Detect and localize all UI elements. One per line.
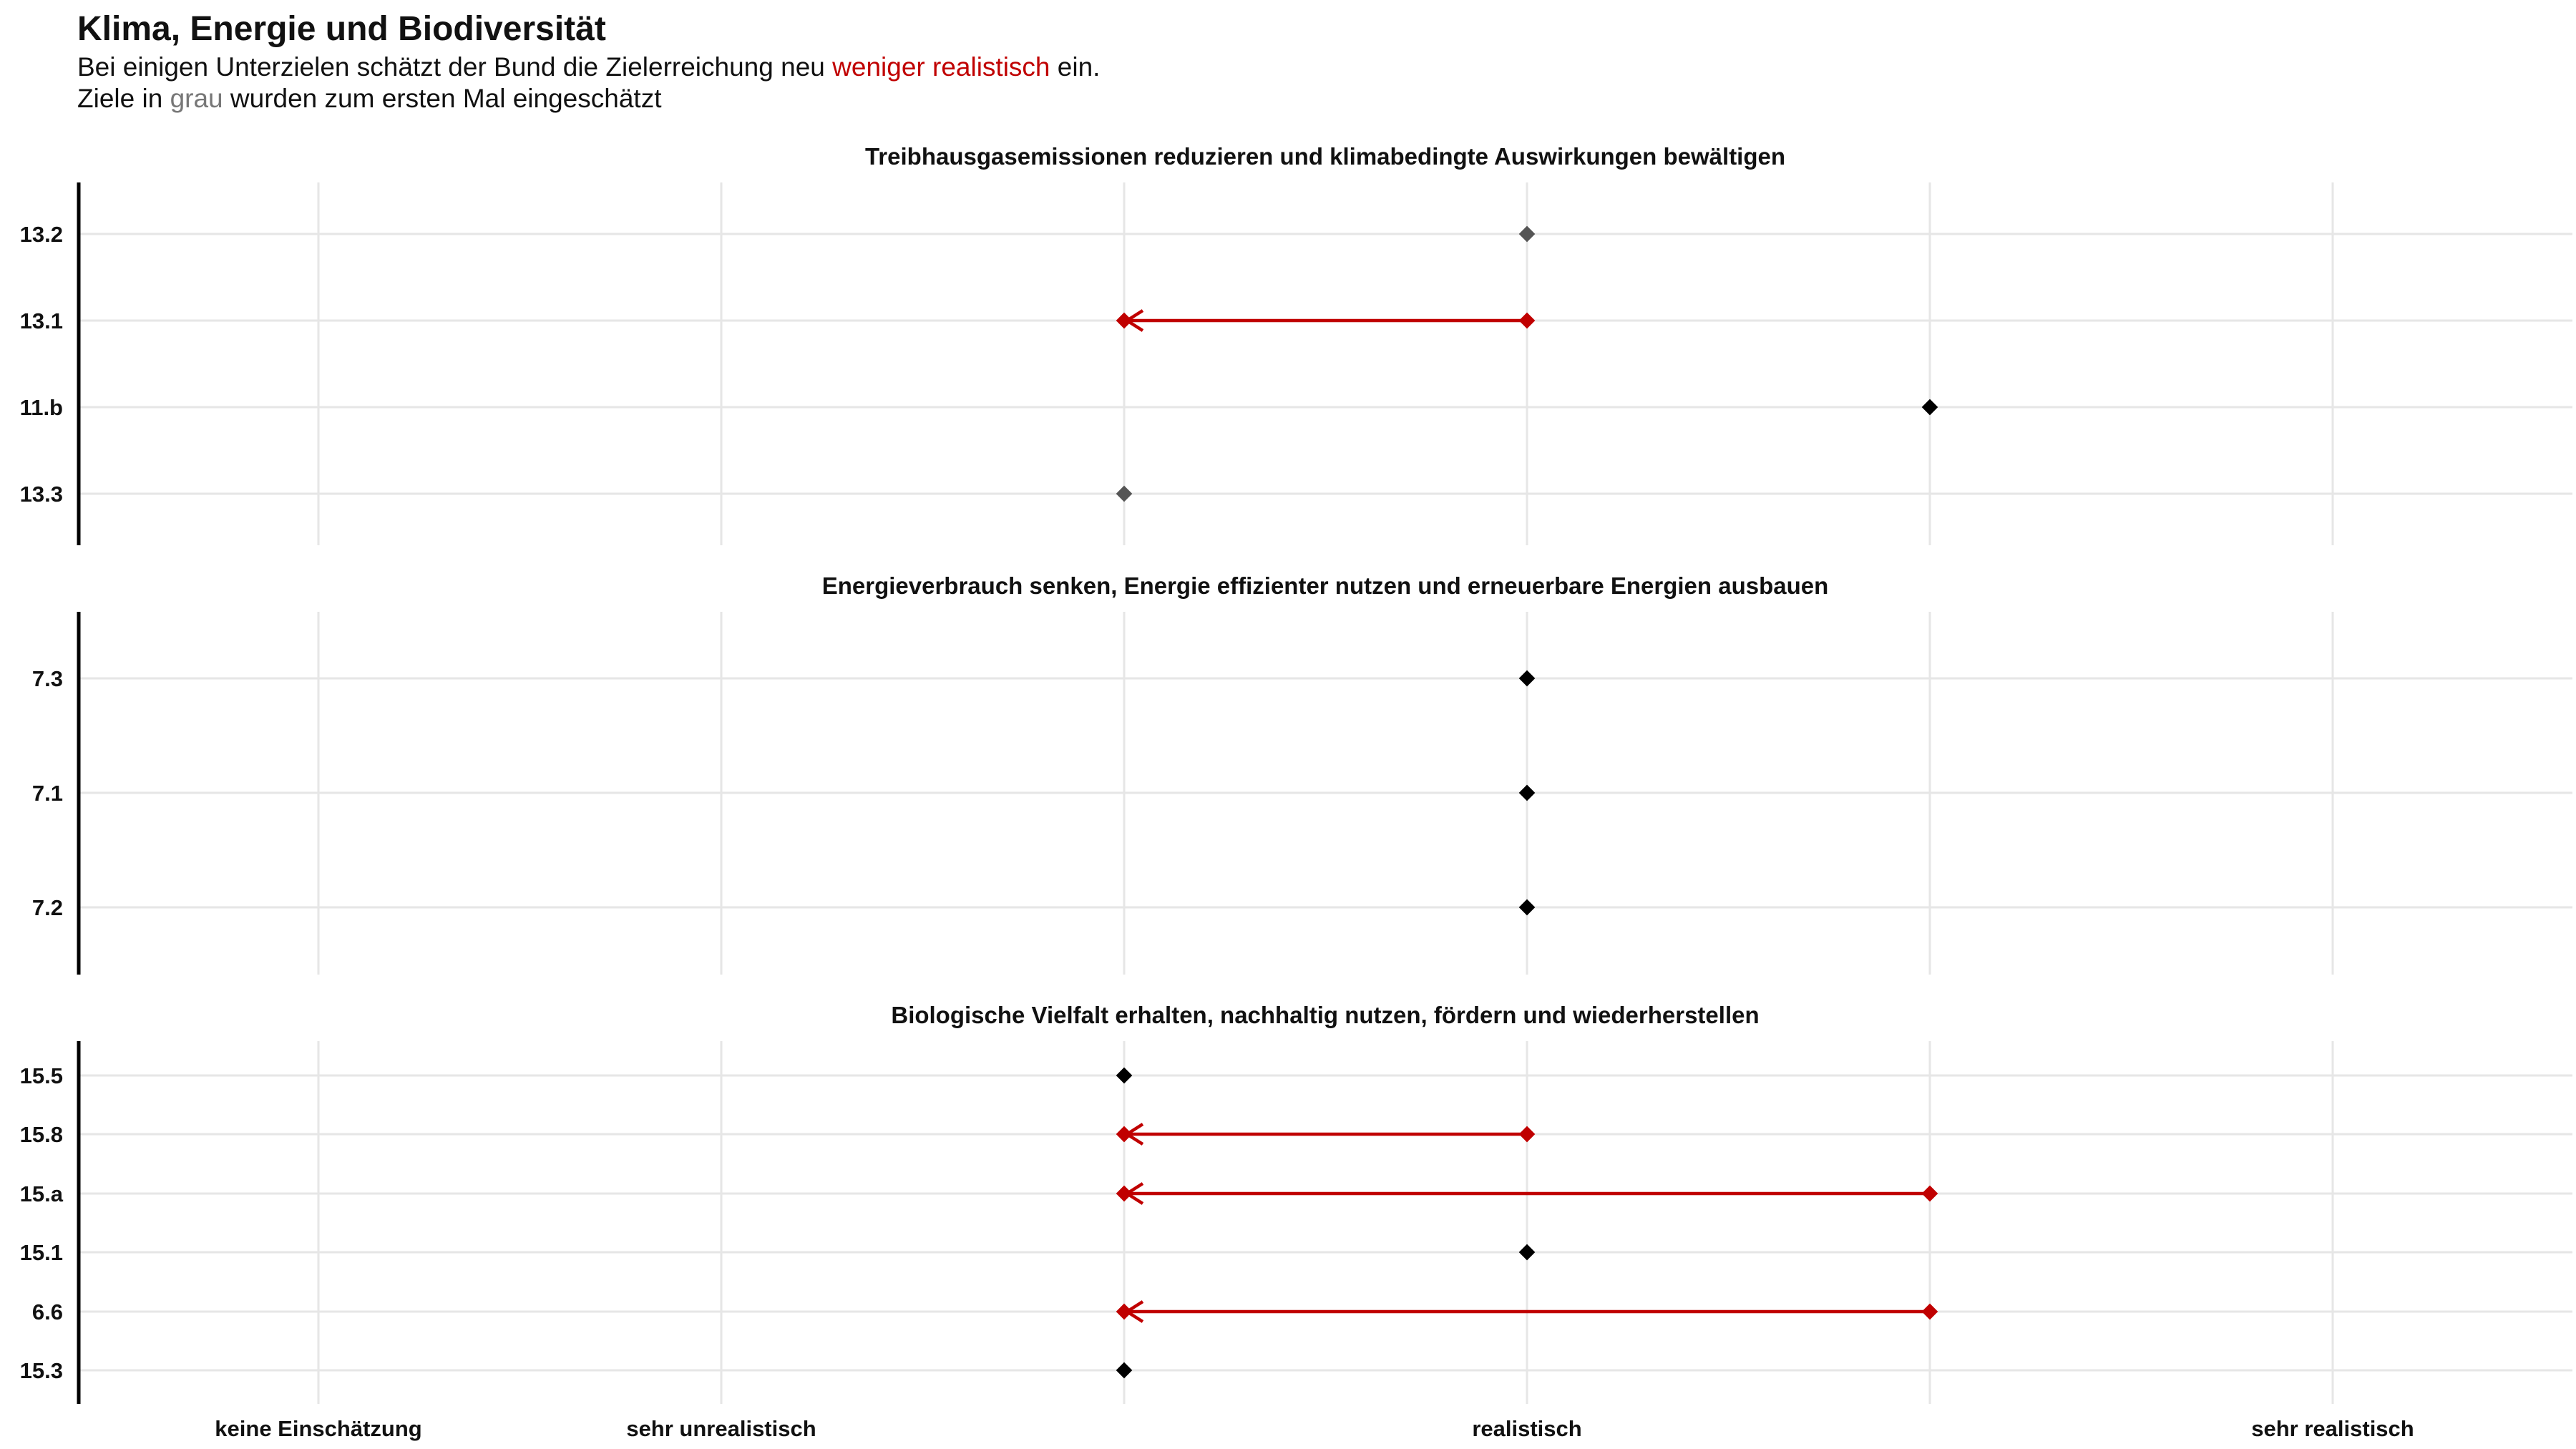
value-point	[1116, 1067, 1133, 1084]
x-tick-label: sehr realistisch	[2251, 1416, 2414, 1441]
panel-title: Energieverbrauch senken, Energie effizie…	[822, 572, 1829, 599]
row-label: 15.a	[20, 1181, 64, 1206]
value-point	[1116, 1126, 1133, 1143]
row-label: 15.1	[20, 1240, 63, 1265]
subtitle-2-pre: Ziele in	[77, 84, 170, 113]
value-point	[1116, 1362, 1133, 1379]
row-label: 11.b	[20, 395, 63, 420]
subtitle-2-post: wurden zum ersten Mal eingeschätzt	[223, 84, 662, 113]
previous-value-point	[1518, 1126, 1536, 1143]
value-point	[1116, 312, 1133, 329]
chart-title: Klima, Energie und Biodiversität	[77, 10, 606, 48]
panel-2: Energieverbrauch senken, Energie effizie…	[32, 572, 2572, 975]
value-point	[1518, 670, 1536, 687]
row-label: 15.5	[20, 1063, 63, 1088]
previous-value-point	[1921, 1185, 1938, 1202]
value-point	[1518, 1244, 1536, 1261]
subtitle-1-highlight: weniger realistisch	[832, 52, 1050, 82]
row-label: 13.1	[20, 308, 63, 333]
subtitle-1-pre: Bei einigen Unterzielen schätzt der Bund…	[77, 52, 833, 82]
row-label: 15.3	[20, 1358, 63, 1383]
row-label: 7.2	[32, 895, 63, 920]
value-point	[1518, 784, 1536, 801]
panel-1: Treibhausgasemissionen reduzieren und kl…	[20, 143, 2572, 545]
panel-title: Biologische Vielfalt erhalten, nachhalti…	[891, 1002, 1759, 1028]
value-point	[1116, 485, 1133, 502]
previous-value-point	[1921, 1303, 1938, 1320]
x-tick-label: realistisch	[1472, 1416, 1581, 1441]
previous-value-point	[1518, 312, 1536, 329]
row-label: 15.8	[20, 1122, 63, 1147]
subtitle-line-2: Ziele in grau wurden zum ersten Mal eing…	[77, 83, 1100, 114]
value-point	[1921, 399, 1938, 416]
x-tick-label: keine Einschätzung	[215, 1416, 421, 1441]
row-label: 13.3	[20, 482, 63, 507]
value-point	[1518, 899, 1536, 916]
row-label: 13.2	[20, 222, 63, 247]
row-label: 7.3	[32, 666, 63, 691]
row-label: 6.6	[32, 1299, 63, 1324]
value-point	[1116, 1303, 1133, 1320]
panel-title: Treibhausgasemissionen reduzieren und kl…	[865, 143, 1785, 170]
chart-header: Klima, Energie und Biodiversität Bei ein…	[77, 7, 1100, 114]
subtitle-line-1: Bei einigen Unterzielen schätzt der Bund…	[77, 52, 1100, 83]
panel-3: Biologische Vielfalt erhalten, nachhalti…	[20, 1002, 2572, 1404]
subtitle-1-post: ein.	[1050, 52, 1101, 82]
x-tick-label: sehr unrealistisch	[626, 1416, 816, 1441]
value-point	[1518, 225, 1536, 243]
subtitle-2-highlight: grau	[170, 84, 223, 113]
row-label: 7.1	[32, 781, 63, 806]
value-point	[1116, 1185, 1133, 1202]
